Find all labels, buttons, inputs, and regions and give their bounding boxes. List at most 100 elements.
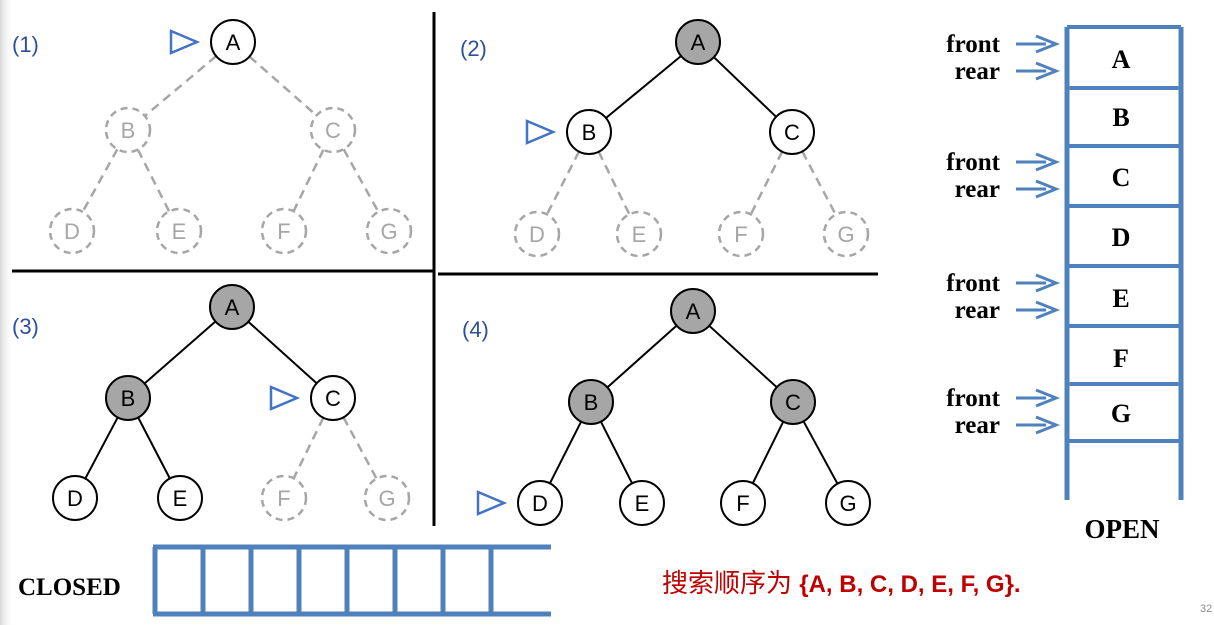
tree-edge (342, 148, 380, 213)
node-label: E (172, 219, 187, 244)
node-circle (670, 288, 716, 334)
node-circle (210, 19, 256, 65)
open-cell-label: D (1112, 223, 1131, 252)
node-circle (365, 207, 413, 255)
node-circle (822, 210, 870, 258)
node-label: A (226, 30, 241, 55)
tree-node-c: C (769, 109, 815, 155)
front-arrow-icon (1035, 152, 1061, 172)
tree-node-f: F (720, 480, 766, 526)
front-arrow-icon (1035, 388, 1061, 408)
open-cell-label: E (1112, 284, 1129, 313)
front-arrow-icon (1035, 34, 1061, 54)
tree-node-g: G (363, 474, 411, 522)
tree-node-e: E (619, 480, 665, 526)
node-circle (260, 474, 308, 522)
node-label: D (532, 491, 548, 516)
node-label: B (584, 390, 599, 415)
front-arrow-icon (1035, 273, 1061, 293)
closed-title: CLOSED (18, 574, 121, 601)
node-label: E (173, 486, 188, 511)
tree-node-g: G (822, 210, 870, 258)
tree-node-e: E (157, 475, 203, 521)
tree-edge (802, 420, 839, 485)
tree-node-c: C (310, 375, 356, 421)
page-number: 32 (1200, 603, 1212, 615)
front-label: front (946, 149, 1000, 176)
open-cell-label: A (1112, 45, 1131, 74)
node-label: F (277, 486, 290, 511)
node-label: A (691, 30, 706, 55)
panel-label: (4) (462, 317, 489, 342)
tree-node-f: F (260, 474, 308, 522)
rear-label: rear (955, 297, 1000, 324)
node-circle (157, 475, 203, 521)
open-cell-label: B (1112, 103, 1129, 132)
node-label: B (582, 120, 597, 145)
node-circle (209, 284, 255, 330)
node-label: E (635, 491, 650, 516)
node-circle (513, 210, 561, 258)
node-circle (155, 207, 203, 255)
tree-edge (292, 417, 325, 479)
node-label: B (121, 386, 136, 411)
tree-panel-1: (1) A B C D E F G (12, 19, 413, 255)
rear-arrow-icon (1035, 300, 1061, 320)
node-label: E (632, 222, 647, 247)
tree-node-e: E (615, 210, 663, 258)
tree-edge (84, 416, 119, 480)
node-circle (770, 379, 816, 425)
rear-arrow-icon (1035, 61, 1061, 81)
tree-node-d: D (513, 210, 561, 258)
closed-table (152, 544, 551, 617)
node-label: G (378, 486, 395, 511)
node-label: G (380, 219, 397, 244)
node-circle (363, 474, 411, 522)
node-circle (717, 210, 765, 258)
tree-panel-4: (4) A B C D E F G (462, 288, 871, 526)
tree-edge (600, 421, 633, 484)
node-circle (825, 480, 871, 526)
panel-label: (3) (12, 314, 39, 339)
node-label: D (529, 222, 545, 247)
tree-edge (137, 417, 171, 479)
rear-label: rear (955, 412, 1000, 439)
tree-edge (749, 151, 784, 215)
slide-edge-shade (0, 0, 14, 625)
current-node-pointer-icon (269, 385, 301, 411)
tree-node-a: A (210, 19, 256, 65)
node-label: C (785, 390, 801, 415)
tree-node-c: C (309, 106, 357, 154)
node-label: D (64, 219, 80, 244)
node-label: F (734, 222, 747, 247)
open-cell-label: G (1111, 399, 1131, 428)
tree-edge (342, 416, 378, 480)
tree-edge (144, 55, 217, 117)
tree-node-c: C (770, 379, 816, 425)
tree-edge (713, 56, 777, 118)
tree-node-b: B (566, 109, 612, 155)
tree-edge (81, 148, 119, 213)
tree-panel-2: (2) A B C D E F G (460, 19, 870, 258)
tree-edge (549, 421, 582, 484)
node-circle (615, 210, 663, 258)
node-circle (619, 480, 665, 526)
tree-node-g: G (825, 480, 871, 526)
current-node-pointer-icon (476, 490, 508, 516)
tree-edge (292, 149, 325, 212)
tree-node-b: B (104, 106, 152, 154)
current-node-pointer-icon (169, 29, 201, 55)
node-circle (517, 480, 563, 526)
node-circle (769, 109, 815, 155)
tree-edge (143, 320, 217, 385)
tree-node-a: A (209, 284, 255, 330)
open-cell-label: F (1113, 344, 1129, 373)
tree-node-g: G (365, 207, 413, 255)
node-circle (566, 109, 612, 155)
tree-edge (545, 151, 581, 215)
